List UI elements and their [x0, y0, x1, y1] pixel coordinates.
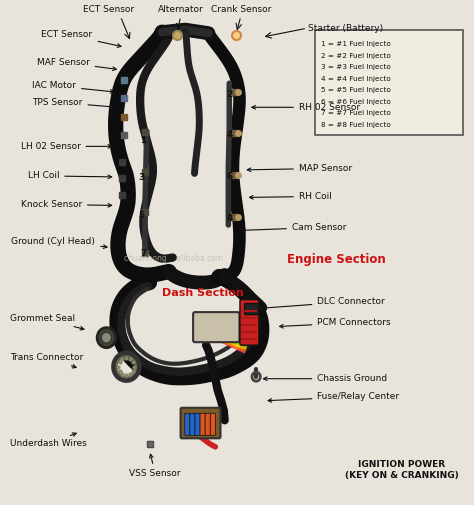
- Text: VSS Sensor: VSS Sensor: [129, 454, 181, 478]
- Ellipse shape: [101, 332, 111, 343]
- Text: 7: 7: [140, 249, 146, 258]
- Text: Starter (Battery): Starter (Battery): [308, 24, 383, 33]
- Text: 2: 2: [226, 90, 232, 99]
- Text: 6: 6: [226, 172, 232, 181]
- FancyBboxPatch shape: [190, 413, 195, 435]
- Text: Knock Sensor: Knock Sensor: [21, 200, 112, 209]
- Text: 8: 8: [226, 215, 232, 224]
- Text: MAF Sensor: MAF Sensor: [37, 58, 116, 71]
- FancyBboxPatch shape: [200, 413, 205, 435]
- Text: 7 = #7 Fuel Injecto: 7 = #7 Fuel Injecto: [321, 110, 391, 116]
- Text: IAC Motor: IAC Motor: [32, 81, 114, 93]
- Text: LH Coil: LH Coil: [27, 171, 112, 180]
- FancyBboxPatch shape: [193, 312, 239, 342]
- Text: Dash Section: Dash Section: [162, 287, 243, 297]
- Text: ECT Sensor: ECT Sensor: [83, 5, 134, 14]
- Ellipse shape: [97, 328, 116, 347]
- Text: ECT Sensor: ECT Sensor: [42, 30, 121, 47]
- FancyBboxPatch shape: [315, 30, 464, 135]
- Text: Alternator: Alternator: [158, 5, 203, 14]
- Text: Crank Sensor: Crank Sensor: [210, 5, 271, 14]
- Text: 3 = #3 Fuel Injecto: 3 = #3 Fuel Injecto: [321, 64, 391, 70]
- Text: 2 = #2 Fuel Injecto: 2 = #2 Fuel Injecto: [321, 53, 391, 59]
- Text: Fuse/Relay Center: Fuse/Relay Center: [268, 392, 400, 402]
- Text: Trans Connector: Trans Connector: [10, 353, 84, 368]
- Text: IGNITION POWER
(KEY ON & CRANKING): IGNITION POWER (KEY ON & CRANKING): [345, 461, 459, 480]
- Text: 3: 3: [138, 173, 144, 182]
- Text: Engine Section: Engine Section: [287, 252, 386, 266]
- Text: RH Coil: RH Coil: [249, 192, 332, 201]
- Text: 4 = #4 Fuel Injecto: 4 = #4 Fuel Injecto: [321, 76, 391, 82]
- FancyBboxPatch shape: [195, 413, 200, 435]
- Text: 1 = #1 Fuel Injecto: 1 = #1 Fuel Injecto: [321, 41, 391, 47]
- Text: Ground (Cyl Head): Ground (Cyl Head): [11, 236, 107, 248]
- Text: Chassis Ground: Chassis Ground: [264, 374, 387, 383]
- FancyBboxPatch shape: [185, 413, 190, 435]
- Text: LH 02 Sensor: LH 02 Sensor: [21, 142, 112, 151]
- Text: 4: 4: [226, 130, 232, 139]
- Text: Grommet Seal: Grommet Seal: [10, 314, 84, 330]
- Text: Cam Sensor: Cam Sensor: [242, 223, 346, 232]
- Text: 8 = #8 Fuel Injecto: 8 = #8 Fuel Injecto: [321, 122, 391, 128]
- Text: chuanhong    alibaba.com: chuanhong alibaba.com: [124, 254, 223, 263]
- FancyBboxPatch shape: [205, 413, 210, 435]
- Text: PCM Connectors: PCM Connectors: [280, 318, 391, 328]
- Text: 1: 1: [140, 136, 146, 145]
- Text: 5: 5: [138, 212, 144, 221]
- FancyBboxPatch shape: [245, 304, 259, 315]
- Text: 6 = #6 Fuel Injecto: 6 = #6 Fuel Injecto: [321, 99, 391, 105]
- Text: TPS Sensor: TPS Sensor: [32, 98, 114, 109]
- Text: Underdash Wires: Underdash Wires: [10, 433, 87, 448]
- Text: DLC Connector: DLC Connector: [260, 297, 385, 310]
- Text: 5 = #5 Fuel Injecto: 5 = #5 Fuel Injecto: [321, 87, 391, 93]
- FancyBboxPatch shape: [210, 413, 215, 435]
- Text: MAP Sensor: MAP Sensor: [247, 164, 352, 173]
- Text: RH 02 Sensor: RH 02 Sensor: [252, 103, 360, 112]
- FancyBboxPatch shape: [240, 299, 259, 345]
- FancyBboxPatch shape: [181, 408, 220, 438]
